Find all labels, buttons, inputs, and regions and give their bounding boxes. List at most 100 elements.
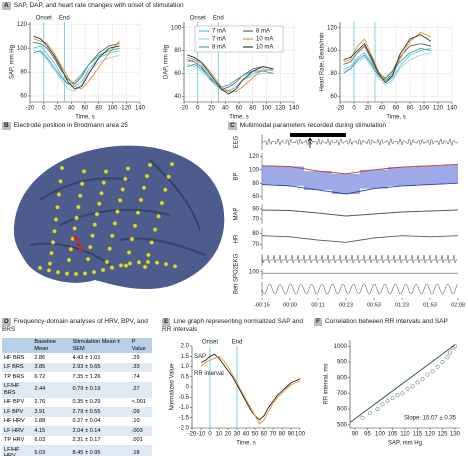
y-tick-label: 120 (249, 154, 260, 160)
y-tick-label: 60 (20, 94, 27, 100)
x-tick-label: 100 (419, 106, 430, 112)
electrode (117, 197, 123, 203)
panel-title-text: Line graph representing normalized SAP a… (162, 318, 303, 333)
y-tick-label: 80 (252, 231, 259, 237)
table-cell: 3.85 (32, 362, 71, 372)
electrode (76, 204, 81, 210)
y-tick-label: 900 (337, 360, 348, 366)
channel-trace (261, 163, 459, 175)
x-tick-label: 80 (279, 432, 286, 438)
y-tick-label: -2.0 (179, 426, 190, 432)
electrode (92, 222, 98, 228)
channel-label: Belt (234, 284, 240, 295)
x-tick-label: 40 (222, 106, 229, 112)
electrode (91, 269, 97, 275)
electrode (154, 260, 160, 266)
table-cell: 2.93 ± 0.65 (70, 362, 130, 372)
electrode (52, 228, 57, 234)
panel-title-text: SAP, DAP, and heart rate changes with on… (13, 2, 184, 9)
table-cell: LF/HF HRV (2, 445, 33, 456)
y-axis-label: RR interval, ms (324, 363, 330, 404)
x-axis-label: Time, s (75, 115, 94, 121)
electrode (74, 215, 79, 221)
y-tick-label: 80 (252, 181, 259, 187)
x-tick-label: 60 (393, 106, 400, 112)
y-tick-label: 90 (252, 207, 259, 213)
x-tick-label: -20 (188, 432, 197, 438)
waveform (261, 137, 459, 147)
x-tick-label: 115 (413, 432, 423, 438)
y-tick-label: 60 (252, 194, 259, 200)
table-row: LF BPV 3.91 2.79 ± 0.55.09 (2, 407, 152, 417)
x-tick-label: 125 (437, 432, 448, 438)
scatter-point (430, 369, 435, 374)
scatter-point (375, 407, 380, 412)
table-cell: .18 (129, 445, 152, 456)
electrode (55, 204, 60, 210)
y-tick-label: 500 (337, 422, 348, 428)
y-tick-label: 80 (330, 71, 337, 77)
x-tick-label: 140 (289, 106, 300, 112)
panel-title: B Electrode position in Brodmann area 25 (2, 122, 222, 130)
x-tick-label: -20 (336, 106, 345, 112)
x-tick-label: 0 (42, 106, 46, 112)
x-tick-label: 80 (95, 106, 102, 112)
legend-box (194, 25, 284, 53)
channel-trace (261, 209, 459, 217)
electrode (142, 264, 148, 270)
waveform (261, 283, 459, 295)
header-cell (2, 338, 33, 353)
electrode (100, 267, 106, 273)
scatter-point (405, 386, 410, 391)
table-row: LF BRS 3.85 2.93 ± 0.65.33 (2, 362, 152, 372)
x-tick-label: 120 (121, 106, 132, 112)
fit-line (349, 344, 456, 423)
series-line (33, 35, 120, 90)
electrode (87, 244, 93, 250)
table-cell: <.001 (131, 399, 146, 405)
pressure-band (332, 173, 360, 194)
x-tick-label: 01:23 (395, 302, 409, 308)
y-axis-label: DAP, mm Hg (164, 45, 170, 79)
x-tick-label: 90 (352, 432, 359, 438)
x-tick-label: 100 (261, 106, 272, 112)
y-tick-label: 100 (249, 269, 260, 275)
pressure-band (262, 165, 276, 185)
electrode (118, 262, 124, 268)
table-cell: LF BPV (2, 407, 33, 417)
panel-title: C Multimodal parameters recorded during s… (228, 122, 466, 130)
electrode (145, 259, 151, 265)
channel-label: BP (234, 172, 240, 180)
electrode (104, 259, 110, 265)
electrode (138, 197, 144, 203)
active-electrode (76, 241, 82, 247)
stimulation-arrow (307, 137, 313, 148)
y-tick-label: 100 (17, 46, 28, 52)
electrode (162, 187, 168, 193)
x-axis-label: Time, s (236, 441, 255, 447)
active-electrode (78, 247, 84, 253)
electrode (68, 246, 74, 252)
annotation: Slope: 15.07 ± 0.35 (404, 416, 457, 422)
electrode (163, 261, 169, 267)
x-tick-label: 00:53 (367, 302, 381, 308)
y-tick-label: 2.0 (181, 344, 190, 350)
table-cell: 2.86 (34, 354, 46, 361)
stimulus-label: Onset (202, 340, 218, 346)
electrode (126, 250, 132, 255)
y-tick-label: -1.0 (179, 405, 190, 411)
legend-label: 10 mA (256, 45, 273, 51)
stimulus-label: End (213, 16, 224, 22)
scatter-point (395, 392, 400, 397)
series-line (187, 59, 274, 92)
scatter-point (425, 372, 430, 377)
x-tick-label: 70 (270, 432, 277, 438)
table-cell: .001 (131, 437, 143, 443)
pressure-band (304, 171, 332, 190)
panel-letter: E (162, 318, 171, 326)
series-line (343, 47, 432, 84)
table-cell: 2.76 (34, 399, 46, 405)
table-header: Baseline Mean Stimulation Mean ± SEM P Val… (2, 338, 152, 353)
